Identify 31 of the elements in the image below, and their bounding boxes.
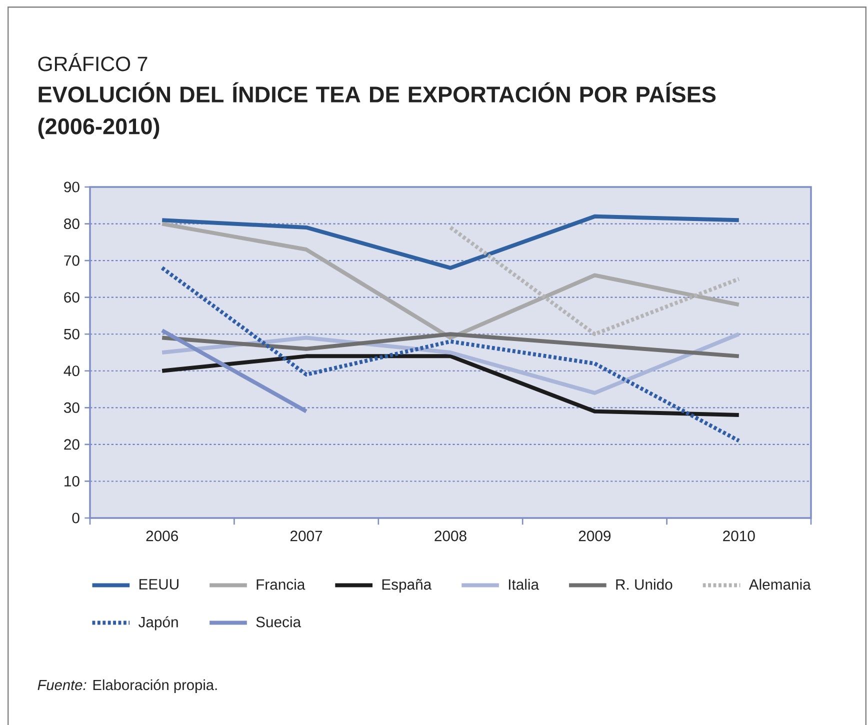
chart-title: EVOLUCIÓN DEL ÍNDICE TEA DE EXPORTACIÓN POR PAÍSES (2006-2010) xyxy=(38,82,716,139)
line-series xyxy=(160,222,741,340)
legend-label: Alemania xyxy=(748,578,811,590)
legend-label: Suecia xyxy=(256,616,302,628)
x-tick-label: 2006 xyxy=(146,530,178,542)
y-tick-label: 80 xyxy=(64,218,80,230)
y-tick-label: 10 xyxy=(64,476,80,486)
legend-label: Italia xyxy=(508,578,540,590)
legend-label: Japón xyxy=(138,616,178,630)
line-series xyxy=(160,354,741,418)
y-tick-label: 30 xyxy=(64,402,80,413)
x-tick-label: 2010 xyxy=(723,530,755,542)
x-tick-label: 2009 xyxy=(578,530,611,542)
legend-label: R. Unido xyxy=(616,578,672,590)
legend-label: España xyxy=(382,578,432,593)
line-series xyxy=(160,214,741,270)
legend-label: Francia xyxy=(256,578,306,590)
text: Fuente: Elaboración propia. xyxy=(38,679,217,694)
y-tick-label: 70 xyxy=(64,255,80,266)
x-tick-label: 2007 xyxy=(290,530,322,542)
y-tick-label: 40 xyxy=(64,366,80,376)
y-tick-label: 60 xyxy=(64,292,80,303)
y-tick-label: 20 xyxy=(64,439,80,450)
line-series xyxy=(160,266,741,443)
text: GRÁFICO 7 xyxy=(38,53,148,72)
y-tick-label: 50 xyxy=(64,328,80,340)
legend-label: EEUU xyxy=(139,579,178,590)
x-tick-label: 2008 xyxy=(434,530,466,542)
y-tick-label: 0 xyxy=(72,512,80,524)
line-series xyxy=(160,332,741,358)
y-tick-label: 90 xyxy=(64,182,80,192)
